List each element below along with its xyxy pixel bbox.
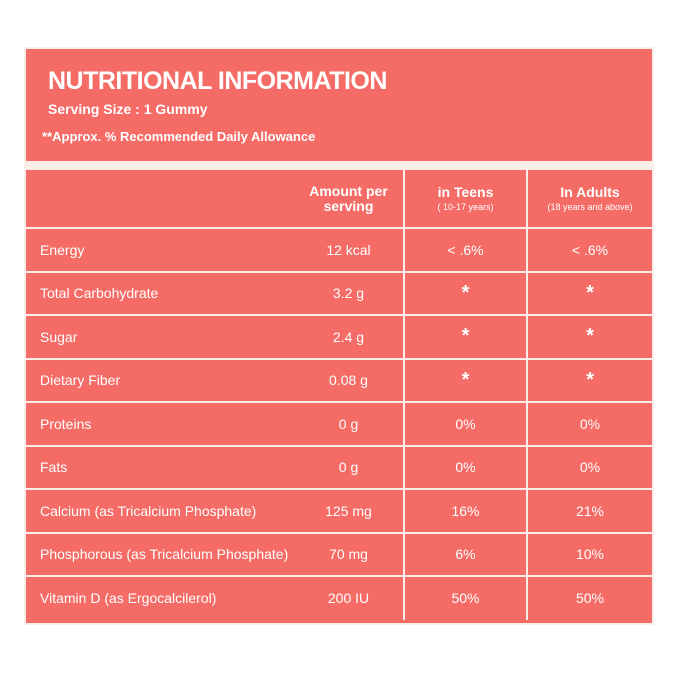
- nutrient-cell: Sugar: [40, 328, 78, 345]
- divider: [26, 161, 652, 170]
- table-row: Dietary Fiber 0.08 g * *: [26, 358, 652, 402]
- amount-cell: 0 g: [338, 459, 359, 476]
- nutrient-cell: Dietary Fiber: [40, 372, 121, 389]
- nutrient-cell: Energy: [40, 241, 85, 258]
- nutrient-cell: Vitamin D (as Ergocalcilerol): [40, 590, 217, 607]
- column-header-amount: Amount per serving: [309, 182, 388, 214]
- adults-rda-cell: 10%: [526, 532, 652, 576]
- teens-rda-cell: *: [403, 315, 527, 359]
- adults-rda-cell: 0%: [526, 402, 652, 446]
- table-row: Energy 12 kcal < .6% < .6%: [26, 228, 652, 272]
- amount-cell: 0 g: [338, 415, 359, 432]
- amount-cell: 0.08 g: [329, 372, 368, 389]
- title-block: NUTRITIONAL INFORMATION Serving Size : 1…: [26, 49, 652, 163]
- amount-cell: 2.4 g: [332, 328, 365, 345]
- table-row: Fats 0 g 0% 0%: [26, 445, 652, 489]
- amount-cell: 12 kcal: [326, 241, 371, 258]
- adults-rda-cell: 21%: [526, 489, 652, 533]
- amount-cell: 70 mg: [329, 546, 368, 563]
- table-row: Phosphorous (as Tricalcium Phosphate) 70 …: [26, 532, 652, 576]
- table-row: Total Carbohydrate 3.2 g * *: [26, 271, 652, 315]
- adults-rda-cell: *: [526, 271, 652, 315]
- column-header-adults: In Adults (18 years and above): [526, 170, 652, 228]
- amount-cell: 200 IU: [327, 590, 370, 607]
- adults-rda-cell: 0%: [526, 445, 652, 489]
- teens-rda-cell: 0%: [403, 445, 527, 489]
- table-row: Proteins 0 g 0% 0%: [26, 402, 652, 446]
- adults-rda-cell: < .6%: [526, 228, 652, 272]
- column-header-nutrient: [26, 170, 294, 228]
- teens-rda-cell: 6%: [403, 532, 527, 576]
- nutrient-cell: Phosphorous (as Tricalcium Phosphate): [40, 546, 289, 563]
- teens-rda-cell: *: [403, 271, 527, 315]
- rda-note: **Approx. % Recommended Daily Allowance: [42, 129, 316, 144]
- teens-rda-cell: 0%: [403, 402, 527, 446]
- amount-cell: 125 mg: [325, 502, 372, 519]
- nutrition-panel: NUTRITIONAL INFORMATION Serving Size : 1…: [24, 47, 654, 625]
- table-header-row: Amount per serving in Teens ( 10-17 year…: [26, 170, 652, 228]
- amount-cell: 3.2 g: [332, 285, 365, 302]
- page-title: NUTRITIONAL INFORMATION: [48, 67, 387, 95]
- table-row: Vitamin D (as Ergocalcilerol) 200 IU 50% 50…: [26, 576, 652, 620]
- nutrient-cell: Total Carbohydrate: [40, 285, 159, 302]
- serving-size: Serving Size : 1 Gummy: [48, 101, 208, 117]
- nutrient-cell: Proteins: [40, 415, 92, 432]
- table-row: Sugar 2.4 g * *: [26, 315, 652, 359]
- teens-rda-cell: *: [403, 358, 527, 402]
- adults-rda-cell: *: [526, 315, 652, 359]
- teens-rda-cell: < .6%: [403, 228, 527, 272]
- teens-rda-cell: 16%: [403, 489, 527, 533]
- nutrient-cell: Fats: [40, 459, 68, 476]
- adults-rda-cell: *: [526, 358, 652, 402]
- table-row: Calcium (as Tricalcium Phosphate) 125 mg 1…: [26, 489, 652, 533]
- column-header-teens: in Teens ( 10-17 years): [403, 170, 527, 228]
- nutrient-cell: Calcium (as Tricalcium Phosphate): [40, 502, 257, 519]
- nutrition-table: Amount per serving in Teens ( 10-17 year…: [26, 170, 652, 620]
- adults-rda-cell: 50%: [526, 576, 652, 620]
- teens-rda-cell: 50%: [403, 576, 527, 620]
